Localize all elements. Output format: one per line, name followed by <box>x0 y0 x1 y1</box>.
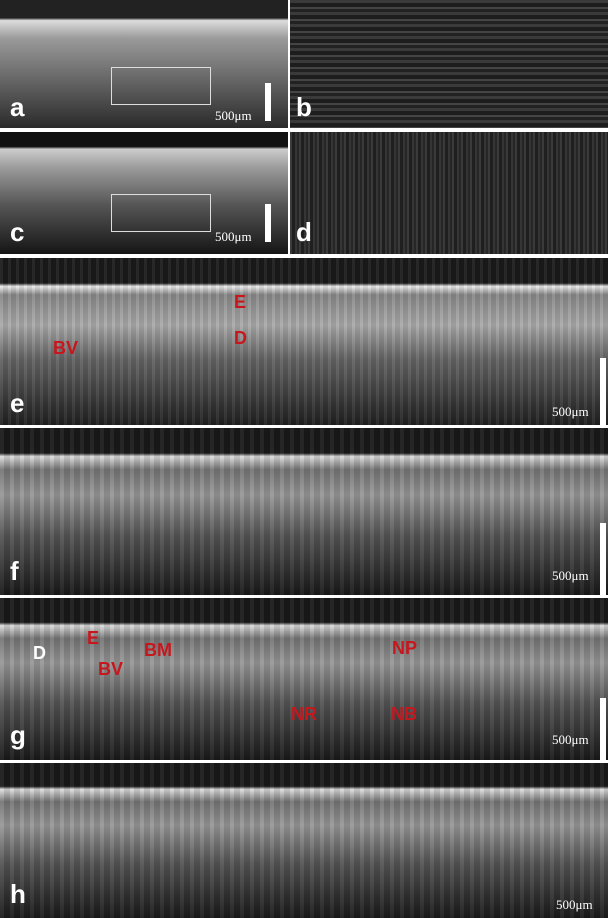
panel-label: e <box>10 388 24 419</box>
panel-label: c <box>10 217 24 248</box>
annotation: E <box>234 292 246 313</box>
annotation: E <box>87 628 99 649</box>
scale-label: 500μm <box>215 108 252 124</box>
scale-bar <box>600 698 606 760</box>
figure: 500μm a b 500μm c d E D BV 500μm e 500μm… <box>0 0 608 918</box>
annotation: D <box>33 643 46 664</box>
scale-bar <box>265 204 271 242</box>
scale-label: 500μm <box>215 229 252 245</box>
scale-bar <box>600 358 606 425</box>
scale-label: 500μm <box>552 404 589 420</box>
scale-label: 500μm <box>552 568 589 584</box>
annotation: NR <box>291 704 317 725</box>
panel-label: f <box>10 556 19 587</box>
panel-label: h <box>10 879 26 910</box>
scale-bar <box>600 523 606 595</box>
panel-f: 500μm f <box>0 428 608 595</box>
annotation: BV <box>98 659 123 680</box>
roi-box <box>111 67 211 105</box>
panel-c: 500μm c <box>0 132 288 254</box>
panel-label: d <box>296 217 312 248</box>
scale-label: 500μm <box>552 732 589 748</box>
annotation: BM <box>144 640 172 661</box>
panel-label: a <box>10 92 24 123</box>
panel-label: b <box>296 92 312 123</box>
annotation: NP <box>392 638 417 659</box>
annotation: NB <box>391 704 417 725</box>
scale-label: 500μm <box>556 897 593 913</box>
panel-d: d <box>290 132 608 254</box>
annotation: D <box>234 328 247 349</box>
scale-bar <box>265 83 271 121</box>
panel-a: 500μm a <box>0 0 288 128</box>
panel-h: 500μm h <box>0 763 608 918</box>
panel-e: E D BV 500μm e <box>0 258 608 425</box>
roi-box <box>111 194 211 232</box>
panel-b: b <box>290 0 608 128</box>
panel-label: g <box>10 720 26 751</box>
panel-g: D E BM BV NP NR NB 500μm g <box>0 598 608 760</box>
annotation: BV <box>53 338 78 359</box>
